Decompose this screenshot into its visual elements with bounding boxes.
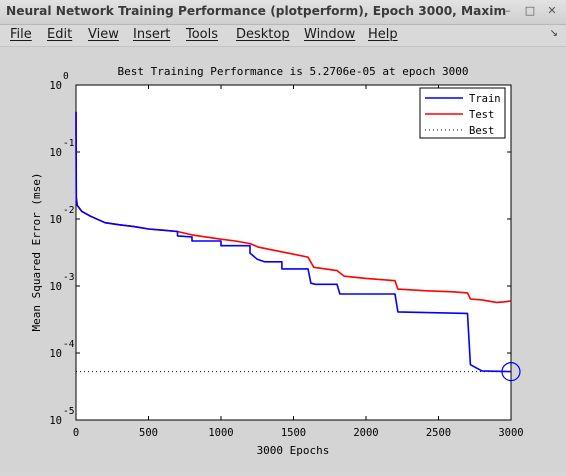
figure-canvas: Best Training Performance is 5.2706e-05 … [0, 47, 566, 472]
minimize-button[interactable]: – [505, 4, 511, 17]
x-tick-label: 2000 [353, 427, 378, 439]
x-tick-label: 1500 [281, 427, 306, 439]
y-tick-base: 10 [49, 214, 62, 226]
x-tick-label: 0 [73, 427, 79, 439]
legend-box [419, 87, 506, 139]
y-tick-exponent: -2 [63, 205, 74, 216]
dock-arrow-icon[interactable]: ↘ [549, 28, 558, 39]
plot-area [75, 84, 512, 421]
x-tick-label: 3000 [498, 427, 523, 439]
y-tick-exponent: -3 [63, 272, 74, 283]
y-tick-base: 10 [49, 80, 62, 92]
menu-view[interactable]: View [88, 27, 119, 42]
y-tick-base: 10 [49, 147, 62, 159]
menu-insert[interactable]: Insert [133, 27, 171, 42]
legend-label-best: Best [469, 125, 494, 137]
y-tick-base: 10 [49, 281, 62, 293]
chart-title: Best Training Performance is 5.2706e-05 … [118, 65, 469, 78]
menu-help[interactable]: Help [368, 27, 398, 42]
legend: Train Test Best [419, 87, 506, 139]
menu-tools[interactable]: Tools [186, 27, 219, 42]
series-lines [75, 111, 521, 382]
x-axis-label: 3000 Epochs [257, 444, 330, 457]
legend-label-test: Test [469, 109, 494, 121]
title-bar[interactable]: Neural Network Training Performance (plo… [0, 0, 566, 25]
legend-label-train: Train [469, 93, 501, 105]
best-epoch-marker [501, 362, 521, 382]
y-tick-exponent: -4 [63, 339, 75, 350]
y-axis-label: Mean Squared Error (mse) [30, 173, 43, 332]
menu-bar: File Edit View Insert Tools Desktop Wind… [0, 25, 566, 47]
menu-desktop[interactable]: Desktop [236, 27, 290, 42]
close-button[interactable]: ✕ [547, 4, 557, 17]
menu-edit[interactable]: Edit [47, 27, 73, 42]
series-train-line [75, 111, 512, 373]
y-tick-exponent: -1 [63, 138, 75, 149]
performance-chart: Best Training Performance is 5.2706e-05 … [30, 65, 524, 457]
menu-window[interactable]: Window [304, 27, 356, 42]
y-tick-exponent: 0 [63, 71, 69, 82]
y-tick-base: 10 [49, 348, 62, 360]
y-tick-exponent: -5 [63, 406, 74, 417]
x-tick-label: 2500 [426, 427, 451, 439]
x-tick-label: 1000 [208, 427, 233, 439]
axis-ticks: 0 500 1000 1500 2000 2500 300010010-110-210-31… [49, 71, 523, 439]
maximize-button[interactable]: □ [524, 4, 536, 17]
x-tick-label: 500 [139, 427, 158, 439]
y-tick-base: 10 [49, 415, 62, 427]
menu-file[interactable]: File [10, 27, 32, 42]
window-title: Neural Network Training Performance (plo… [6, 4, 506, 18]
